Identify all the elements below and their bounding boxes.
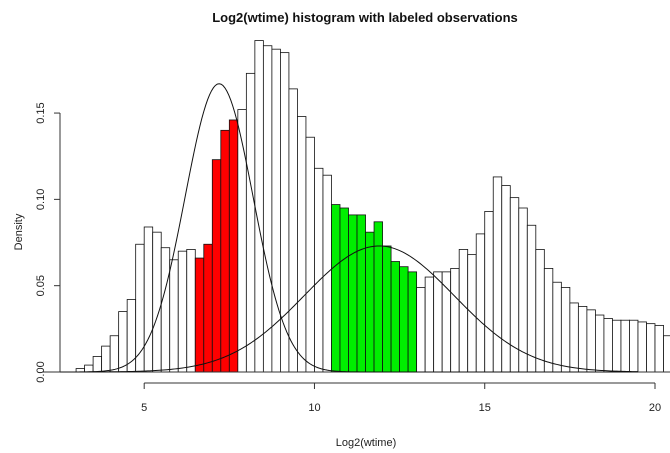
- histogram-bar: [654, 324, 664, 373]
- histogram-bar: [637, 321, 647, 373]
- chart-title: Log2(wtime) histogram with labeled obser…: [212, 10, 518, 25]
- histogram-bar: [569, 302, 579, 373]
- density-curves: [59, 83, 638, 373]
- histogram-bar: [603, 318, 613, 373]
- y-tick-label: 0.05: [35, 275, 47, 296]
- histogram-bars: [42, 40, 670, 373]
- histogram-bar: [433, 271, 443, 373]
- histogram-bar: [237, 109, 247, 373]
- histogram-bar: [416, 287, 426, 373]
- histogram-bar: [339, 207, 349, 373]
- histogram-bar: [331, 204, 341, 373]
- histogram-bar: [228, 119, 239, 373]
- histogram-bar: [373, 221, 383, 373]
- histogram-bar: [305, 136, 315, 373]
- density-curve-1: [59, 83, 638, 373]
- histogram-bar: [484, 211, 494, 373]
- y-tick-label: 0.10: [35, 189, 47, 210]
- histogram-bar: [84, 364, 94, 373]
- histogram-bar: [552, 281, 562, 373]
- x-axis-label: Log2(wtime): [336, 437, 397, 449]
- histogram-bar: [382, 245, 392, 373]
- histogram-bar: [543, 268, 554, 373]
- histogram-bar: [194, 257, 205, 373]
- x-tick-label: 10: [308, 402, 320, 414]
- histogram-bar: [475, 233, 486, 373]
- histogram-bar: [646, 323, 656, 373]
- histogram-bar: [399, 266, 409, 373]
- histogram-bar: [169, 259, 179, 373]
- x-tick-label: 15: [479, 402, 491, 414]
- histogram-bar: [620, 319, 630, 373]
- histogram-bar: [450, 268, 460, 373]
- histogram-bar: [348, 214, 358, 373]
- y-tick-label: 0.15: [35, 102, 47, 123]
- histogram-bar: [577, 305, 588, 373]
- histogram-bar: [152, 231, 162, 373]
- histogram-bar: [92, 356, 103, 373]
- axes: 5 10 15 20 0.00 0.05 0.10 0.15: [35, 102, 661, 414]
- x-tick-label: 20: [649, 402, 661, 414]
- histogram-bar: [262, 45, 273, 373]
- histogram-bar: [177, 250, 188, 373]
- histogram-bar: [356, 214, 366, 373]
- histogram-bar: [612, 319, 622, 373]
- histogram-bar: [160, 247, 171, 373]
- histogram-bar: [109, 335, 120, 373]
- histogram-bar: [186, 249, 196, 373]
- histogram-bar: [101, 345, 111, 373]
- histogram-bar: [458, 249, 469, 373]
- histogram-bar: [629, 319, 639, 373]
- histogram-bar: [203, 243, 213, 373]
- y-tick-label: 0.00: [35, 361, 47, 382]
- histogram-bar: [288, 88, 298, 373]
- histogram-bar: [365, 231, 375, 373]
- histogram-bar: [560, 287, 571, 373]
- histogram-bar: [526, 224, 537, 373]
- histogram-bar: [280, 52, 290, 373]
- histogram-bar: [254, 40, 264, 373]
- histogram-bar: [245, 72, 256, 373]
- density-curve-2: [59, 245, 638, 373]
- histogram-bar: [535, 249, 545, 373]
- histogram-bar: [390, 261, 400, 373]
- histogram-bar: [314, 167, 324, 373]
- histogram-bar: [220, 129, 230, 373]
- x-tick-label: 5: [141, 402, 147, 414]
- histogram-bar: [143, 226, 154, 373]
- histogram-bar: [586, 309, 596, 373]
- histogram-bar: [492, 176, 503, 373]
- histogram-bar: [322, 174, 332, 373]
- histogram-bar: [211, 159, 222, 373]
- histogram-bar: [595, 314, 605, 373]
- y-axis-label: Density: [13, 213, 25, 250]
- histogram-bar: [518, 207, 528, 373]
- histogram-bar: [407, 271, 418, 373]
- histogram-bar: [441, 271, 452, 373]
- histogram-bar: [424, 276, 435, 373]
- histogram-bar: [663, 335, 670, 373]
- histogram-bar: [118, 311, 128, 373]
- histogram-bar: [297, 116, 307, 373]
